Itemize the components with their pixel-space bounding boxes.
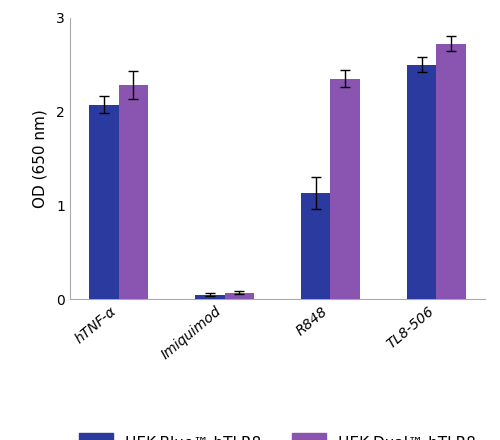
Bar xyxy=(118,85,148,299)
Bar xyxy=(224,293,254,299)
Bar xyxy=(407,65,436,299)
Bar xyxy=(436,44,466,299)
Bar xyxy=(330,79,360,299)
Bar xyxy=(89,105,118,299)
Bar xyxy=(195,294,224,299)
Legend: HEK-Blue™ hTLR8, HEK-Dual™ hTLR8: HEK-Blue™ hTLR8, HEK-Dual™ hTLR8 xyxy=(72,425,484,440)
Bar xyxy=(301,193,330,299)
Y-axis label: OD (650 nm): OD (650 nm) xyxy=(33,109,48,208)
